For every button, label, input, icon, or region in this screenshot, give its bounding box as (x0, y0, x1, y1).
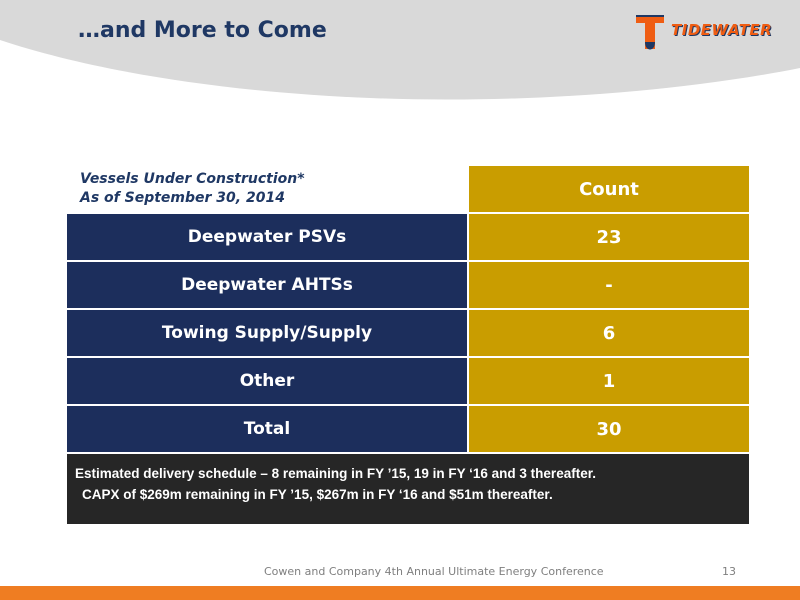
table-row: Deepwater PSVs 23 (67, 214, 749, 260)
row-label: Deepwater AHTSs (67, 262, 467, 308)
table-row: Deepwater AHTSs - (67, 262, 749, 308)
table-row: Towing Supply/Supply 6 (67, 310, 749, 356)
row-label: Towing Supply/Supply (67, 310, 467, 356)
row-value: - (469, 262, 749, 308)
note-line-2: CAPX of $269m remaining in FY ’15, $267m… (82, 487, 553, 502)
tidewater-logo-icon (636, 15, 664, 50)
row-value: 6 (469, 310, 749, 356)
row-label: Other (67, 358, 467, 404)
row-label: Deepwater PSVs (67, 214, 467, 260)
row-label: Total (67, 406, 467, 452)
logo-wordmark: TIDEWATER (671, 21, 773, 39)
table-row-total: Total 30 (67, 406, 749, 452)
row-value: 1 (469, 358, 749, 404)
row-value: 23 (469, 214, 749, 260)
footer-conference: Cowen and Company 4th Annual Ultimate En… (264, 565, 604, 578)
table-caption: Vessels Under Construction* As of Septem… (80, 170, 305, 208)
table-row: Other 1 (67, 358, 749, 404)
slide-title: …and More to Come (78, 18, 327, 43)
row-value: 30 (469, 406, 749, 452)
vessels-table: Deepwater PSVs 23 Deepwater AHTSs - Towi… (67, 214, 749, 454)
page-number: 13 (722, 565, 736, 578)
caption-line-2: As of September 30, 2014 (80, 190, 285, 206)
count-column-header: Count (469, 166, 749, 212)
note-line-1: Estimated delivery schedule – 8 remainin… (75, 466, 596, 481)
footer-bar (0, 586, 800, 600)
header-wave (0, 0, 800, 100)
caption-line-1: Vessels Under Construction* (80, 171, 305, 187)
delivery-note: Estimated delivery schedule – 8 remainin… (67, 454, 749, 524)
